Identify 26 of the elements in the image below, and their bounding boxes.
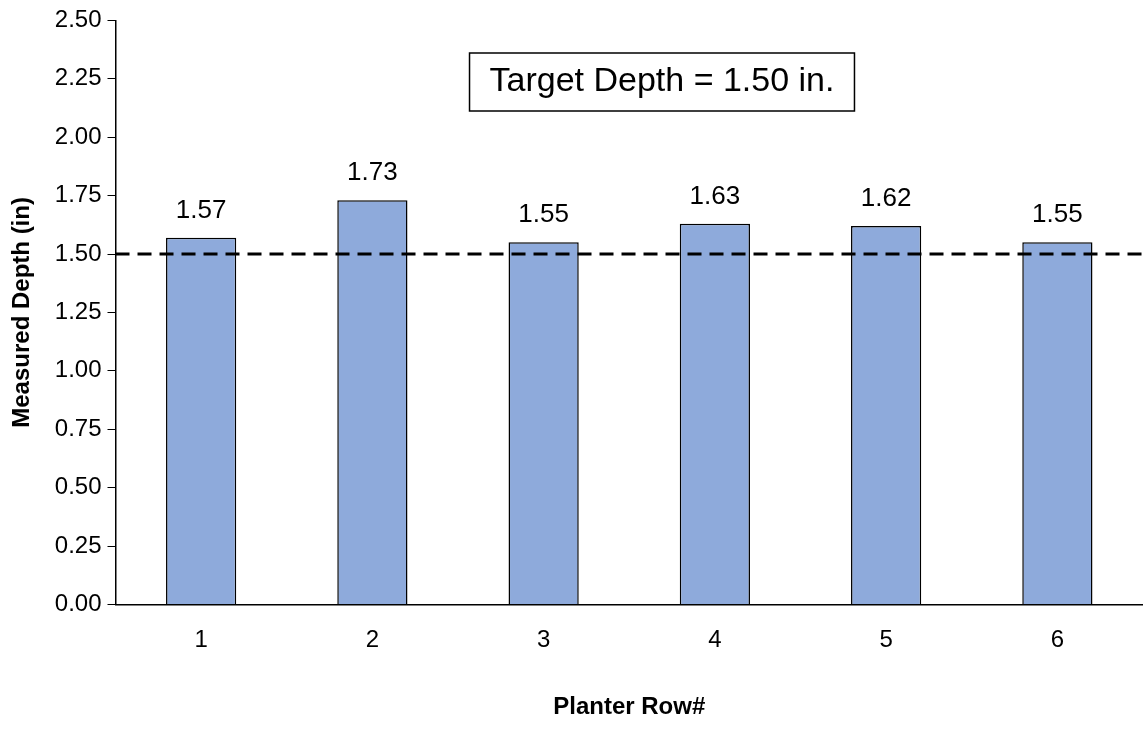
x-tick-label: 2	[365, 625, 380, 653]
y-tick-label: 1.00	[54, 355, 102, 383]
y-tick-label: 2.00	[54, 121, 102, 149]
x-tick-label: 5	[879, 625, 893, 653]
data-label: 1.63	[689, 179, 741, 210]
annotation: Target Depth = 1.50 in.	[489, 60, 835, 99]
y-tick-label: 1.75	[54, 180, 102, 208]
x-axis-title: Planter Row#	[553, 692, 706, 720]
x-tick-label: 6	[1050, 625, 1065, 653]
y-tick-label: 2.50	[54, 5, 102, 33]
y-tick-label: 0.75	[54, 413, 102, 441]
y-tick-label: 2.25	[54, 63, 102, 91]
x-tick-label: 1	[194, 625, 208, 653]
y-tick-label: 0.00	[54, 589, 102, 617]
y-tick-label: 1.25	[54, 297, 102, 325]
y-tick-label: 0.25	[54, 530, 102, 558]
data-label: 1.62	[860, 182, 912, 213]
y-axis-title: Measured Depth (in)	[7, 197, 35, 428]
data-label: 1.73	[347, 156, 398, 187]
y-tick-label: 1.50	[54, 238, 102, 266]
data-label: 1.55	[1032, 198, 1083, 229]
data-label: 1.55	[518, 198, 569, 229]
data-label: 1.57	[175, 193, 227, 224]
y-tick-label: 0.50	[54, 472, 102, 500]
x-tick-label: 4	[708, 625, 722, 653]
x-tick-label: 3	[536, 625, 551, 653]
